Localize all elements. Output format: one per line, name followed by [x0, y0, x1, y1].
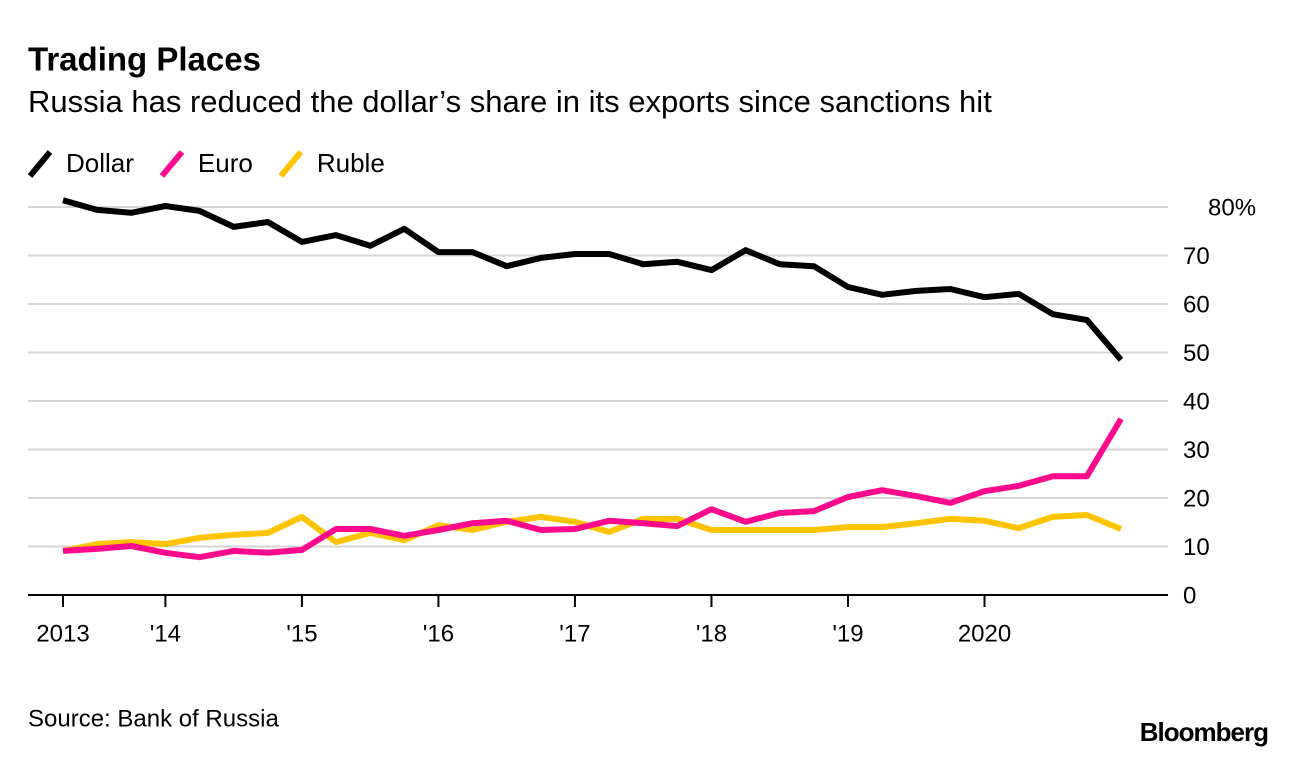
y-tick-label: 10	[1183, 534, 1210, 561]
source: Source: Bank of Russia	[28, 705, 279, 732]
y-tick-label: 70	[1183, 243, 1210, 270]
y-tick-label: 80%	[1208, 194, 1256, 221]
y-tick-label: 40	[1183, 388, 1210, 415]
legend-label: Dollar	[66, 148, 134, 178]
legend-label: Ruble	[317, 148, 385, 178]
legend-label: Euro	[198, 148, 253, 178]
chart-title: Trading Places	[28, 41, 261, 78]
y-tick-label: 0	[1183, 582, 1196, 609]
x-tick-label: '19	[832, 620, 863, 647]
y-tick-label: 20	[1183, 485, 1210, 512]
legend-swatch	[278, 150, 304, 178]
x-tick-label: '14	[150, 620, 181, 647]
y-tick-label: 30	[1183, 437, 1210, 464]
chart-subtitle: Russia has reduced the dollar’s share in…	[28, 84, 992, 119]
x-tick-label: 2020	[958, 620, 1011, 647]
x-tick-label: '15	[286, 620, 317, 647]
y-tick-label: 60	[1183, 291, 1210, 318]
brand: Bloomberg	[1140, 717, 1268, 747]
series-line	[62, 197, 1124, 362]
x-tick-label: 2013	[36, 620, 89, 647]
x-tick-label: '17	[559, 620, 590, 647]
series-line	[62, 417, 1124, 561]
x-tick-label: '16	[423, 620, 454, 647]
legend-swatch	[159, 150, 185, 178]
x-tick-label: '18	[696, 620, 727, 647]
legend-swatch	[27, 150, 53, 178]
y-tick-label: 50	[1183, 340, 1210, 367]
